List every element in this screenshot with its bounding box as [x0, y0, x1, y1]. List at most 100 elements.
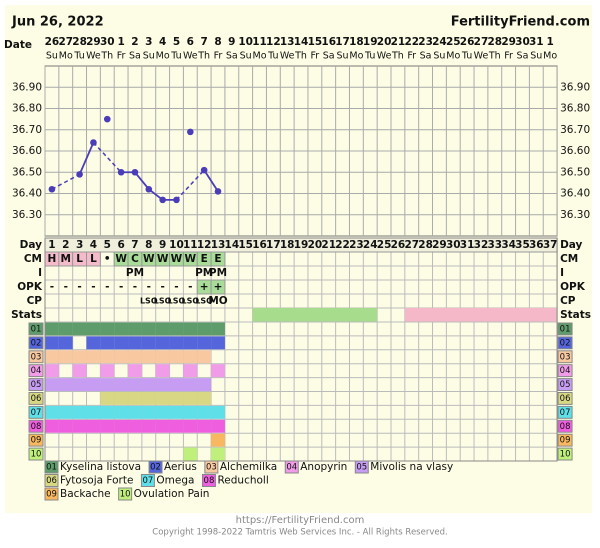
med-code-right-box	[557, 322, 573, 336]
cell-text: LSO	[140, 297, 158, 306]
med-cell	[128, 392, 142, 405]
med-cell	[128, 336, 142, 350]
med-cell	[169, 336, 184, 350]
row-label: Stats	[11, 309, 42, 321]
weekday-label: Tu	[364, 51, 375, 62]
cycle-day: 15	[238, 239, 253, 251]
med-cell	[183, 350, 198, 364]
cycle-day: 36	[529, 239, 544, 251]
cell-bg	[210, 279, 226, 295]
med-cell	[100, 405, 115, 419]
med-cell	[211, 405, 225, 419]
date-label: 6	[187, 36, 194, 48]
y-tick-label: 36.60	[12, 145, 42, 157]
cycle-day: 34	[501, 239, 516, 251]
med-code-left: 02	[31, 338, 42, 348]
y-tick-label: 36.90	[12, 81, 42, 93]
footer-copyright: Copyright 1998-2022 Tamtris Web Services…	[152, 528, 447, 538]
date-label: 23	[418, 36, 433, 48]
date-label: 19	[363, 36, 378, 48]
cell-text: W	[143, 253, 155, 265]
date-label: 28	[72, 36, 87, 48]
med-cell	[211, 419, 225, 433]
row-label-right: OPK	[560, 281, 586, 293]
dashed-connector	[51, 173, 80, 190]
med-code-right: 07	[560, 408, 571, 418]
med-cell	[86, 336, 101, 350]
cell-text: L	[76, 253, 83, 265]
med-cell	[155, 405, 170, 419]
y-tick-label-right: 36.60	[560, 145, 590, 157]
med-code-right: 08	[560, 422, 571, 432]
med-cell	[86, 322, 101, 336]
med-code-right: 09	[560, 436, 571, 446]
cycle-day: 23	[349, 239, 364, 251]
temp-point	[90, 139, 97, 146]
med-cell	[183, 322, 198, 336]
med-code-right-box	[557, 392, 573, 405]
row-label-right: Stats	[560, 309, 591, 321]
weekday-label: Sa	[226, 51, 238, 62]
cell-text: LSO	[168, 297, 186, 306]
footer-url: https://FertilityFriend.com	[236, 515, 365, 526]
temp-point	[48, 185, 56, 193]
row-label: CP	[27, 295, 43, 307]
med-cell	[72, 322, 87, 336]
med-cell	[197, 419, 212, 433]
med-cell	[72, 364, 87, 378]
cycle-day: 5	[104, 239, 111, 251]
med-code-right: 02	[560, 338, 571, 348]
cell-bg	[210, 251, 226, 267]
row-label: I	[38, 267, 42, 279]
y-tick-label: 36.50	[12, 166, 42, 178]
med-code-left: 03	[31, 352, 42, 362]
weekday-label: Tu	[461, 51, 472, 62]
cell-text: LSO	[181, 297, 199, 306]
legend-code: 03	[206, 463, 217, 473]
med-cell	[114, 350, 129, 364]
weekday-label: Sa	[323, 51, 335, 62]
weekday-label: Th	[197, 51, 210, 62]
med-cell	[155, 378, 170, 391]
temp-point	[76, 171, 83, 178]
med-code-right: 06	[560, 394, 571, 404]
cell-text: LSO	[154, 297, 172, 306]
med-cell	[45, 336, 59, 350]
med-cell	[211, 336, 225, 350]
weekday-label: Sa	[420, 51, 432, 62]
date-label: 7	[201, 36, 208, 48]
med-cell	[169, 322, 184, 336]
weekday-label: Su	[433, 51, 445, 62]
legend-box	[44, 460, 59, 474]
med-code-right-box	[557, 419, 573, 433]
cycle-day: 10	[169, 239, 184, 251]
cycle-day: 12	[197, 239, 212, 251]
legend-name: Anopyrin	[300, 461, 347, 473]
date-label: 22	[404, 36, 419, 48]
cycle-day: 35	[515, 239, 530, 251]
cell-text: C	[131, 253, 139, 265]
cycle-day: 20	[308, 239, 323, 251]
med-cell	[72, 419, 87, 433]
med-cell	[45, 405, 59, 419]
y-tick-label: 36.70	[12, 124, 42, 136]
y-tick-label: 36.30	[12, 209, 42, 221]
med-cell	[86, 350, 101, 364]
cycle-day: 32	[474, 239, 489, 251]
med-code-left: 01	[31, 324, 42, 334]
legend-box	[44, 474, 59, 487]
med-cell	[45, 419, 59, 433]
med-code-left-box	[28, 378, 44, 392]
date-label: 3	[145, 36, 152, 48]
stats-span	[404, 308, 558, 322]
date-label: 14	[294, 36, 309, 48]
temp-line	[203, 169, 219, 192]
rows-border	[44, 237, 558, 462]
med-cell	[197, 322, 212, 336]
date-label: 21	[391, 36, 406, 48]
med-cell	[45, 378, 59, 391]
date-label: 2	[131, 36, 138, 48]
cycle-day: 22	[335, 239, 350, 251]
temp-point	[159, 196, 166, 204]
